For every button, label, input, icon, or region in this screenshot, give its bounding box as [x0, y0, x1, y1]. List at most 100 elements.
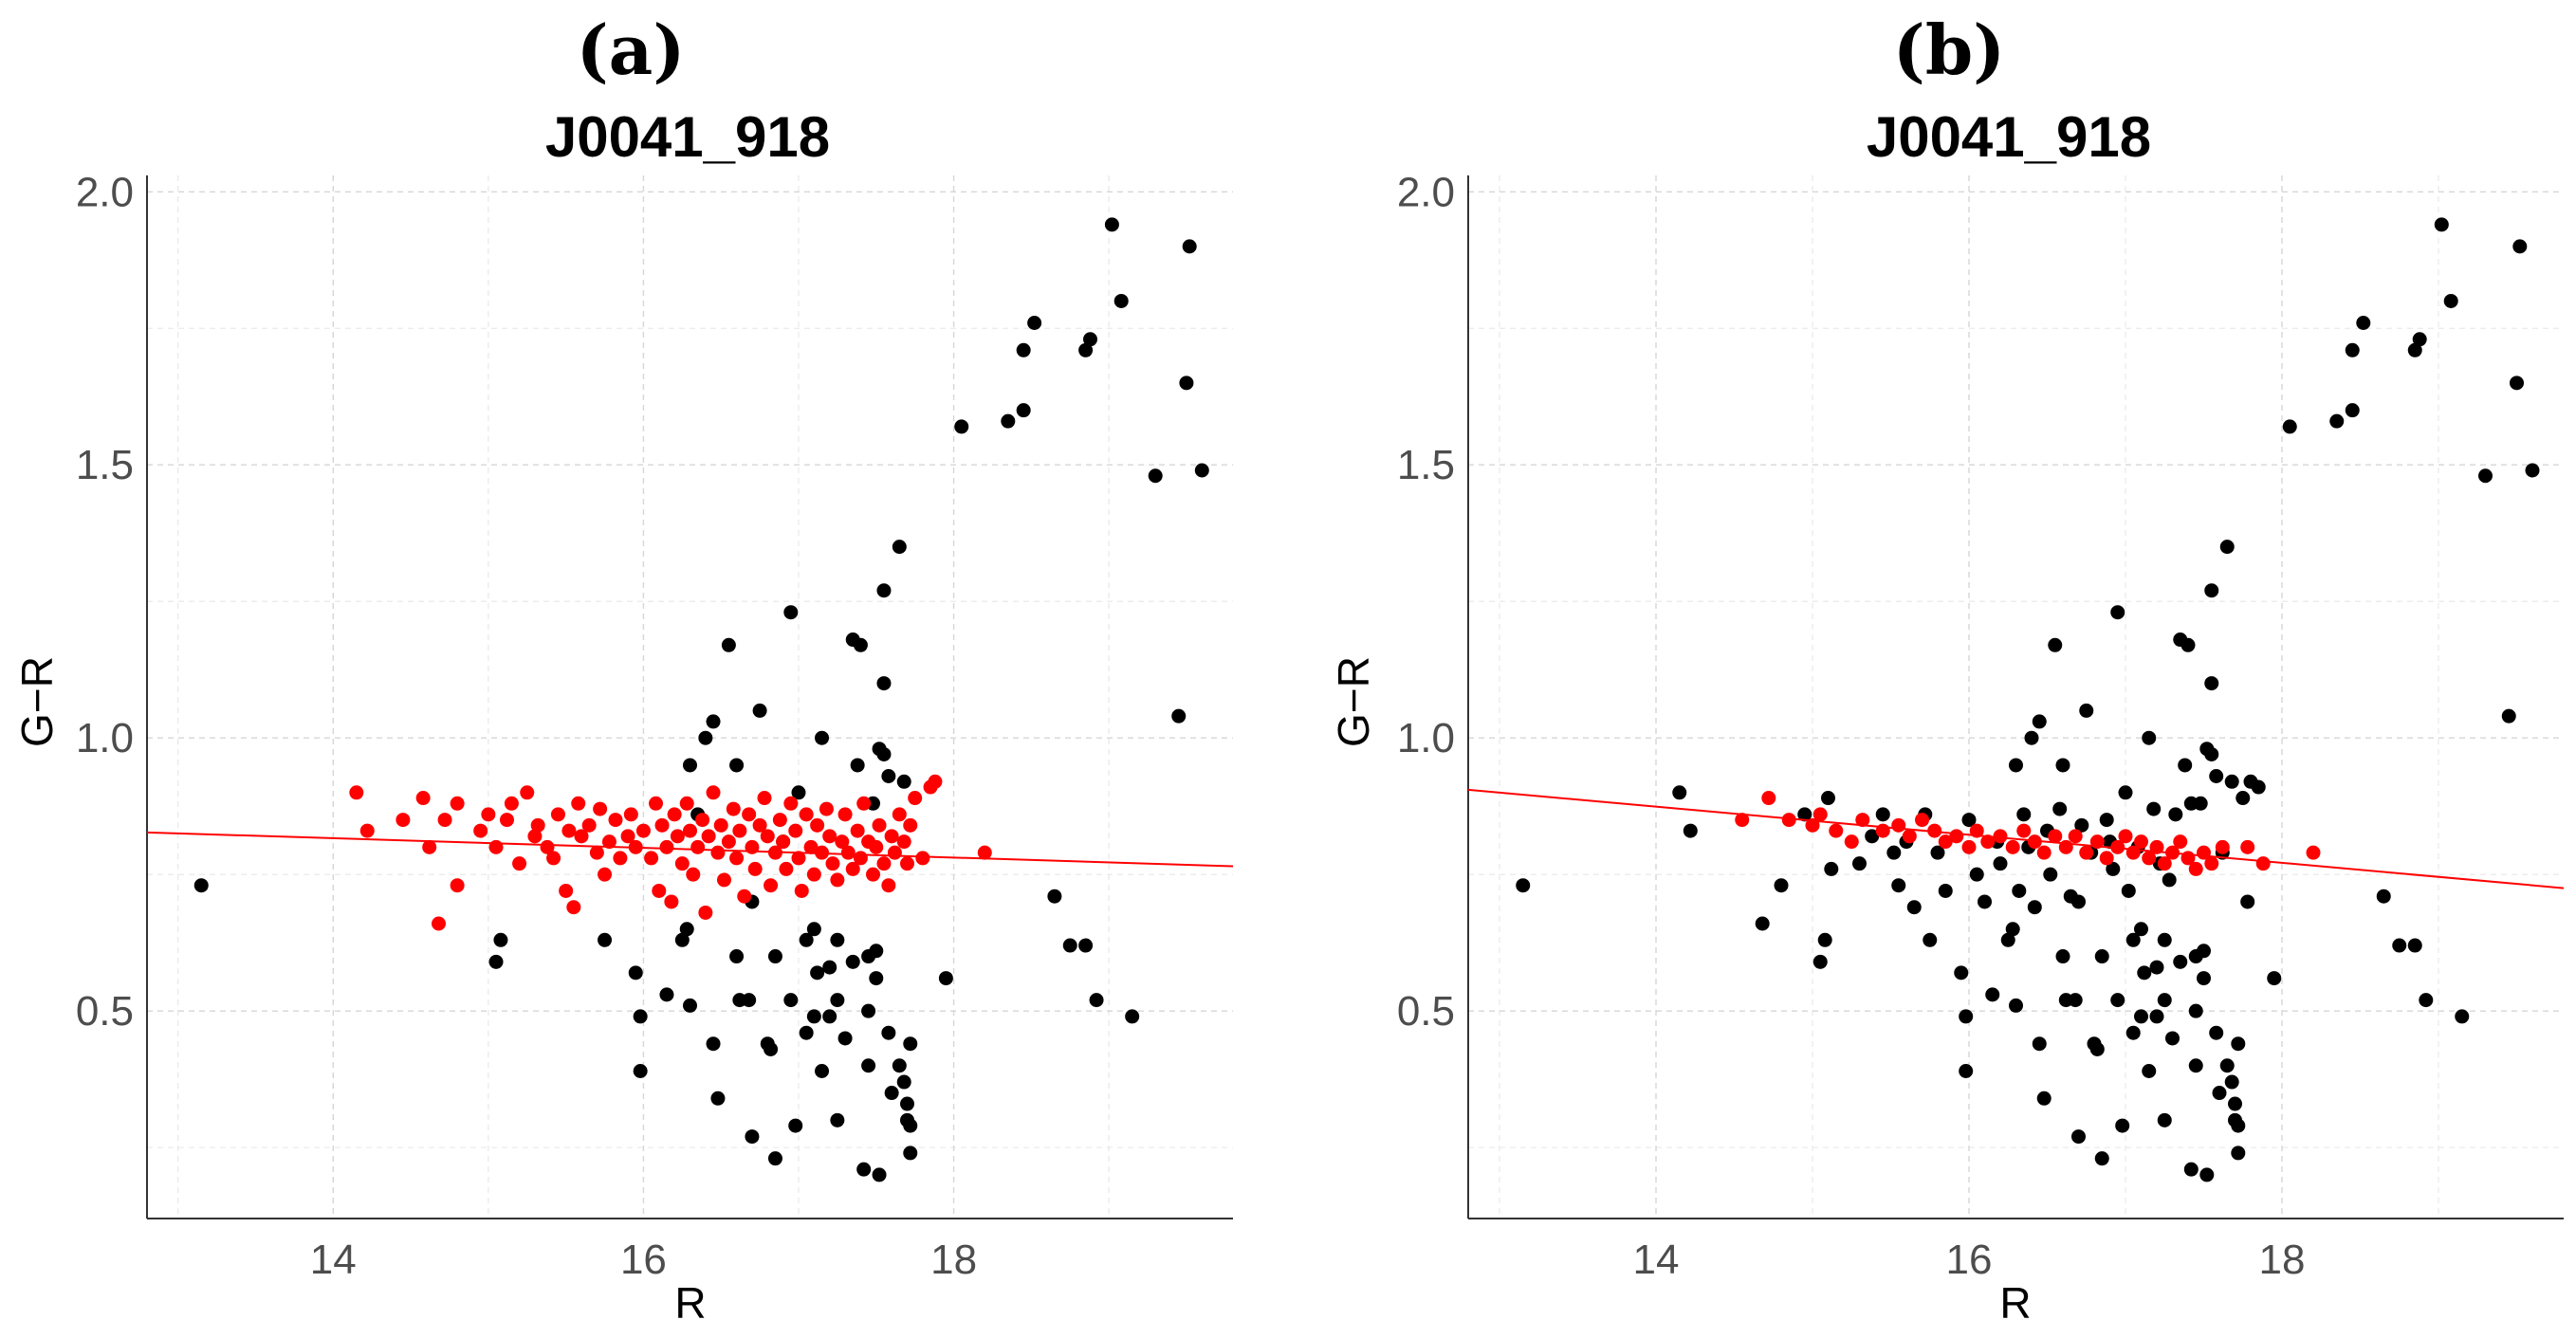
data-point	[767, 949, 782, 964]
data-point	[783, 993, 799, 1008]
data-point	[764, 878, 779, 893]
data-point	[869, 971, 884, 986]
data-point	[2215, 839, 2230, 854]
data-point	[499, 813, 514, 828]
data-point	[810, 817, 825, 833]
data-point	[876, 856, 892, 871]
data-point	[2157, 856, 2172, 871]
data-point	[659, 839, 674, 854]
data-point	[853, 637, 868, 652]
data-point	[601, 834, 616, 850]
data-point	[2142, 851, 2157, 866]
data-point	[530, 817, 545, 833]
x-tick-label: 18	[2259, 1237, 2306, 1283]
data-point	[698, 905, 713, 920]
data-point	[1886, 845, 1902, 860]
data-point	[698, 730, 713, 745]
y-axis-title: G−R	[1329, 656, 1378, 747]
data-point	[938, 971, 953, 986]
data-point	[2005, 922, 2020, 937]
data-point	[2009, 998, 2023, 1013]
data-point	[1993, 829, 2008, 844]
data-point	[928, 774, 943, 789]
data-point	[2199, 1167, 2215, 1182]
data-point	[881, 769, 896, 784]
data-point	[2345, 342, 2360, 357]
data-point	[876, 583, 892, 598]
data-point	[887, 845, 902, 860]
data-point	[2209, 769, 2224, 784]
tick-labels: 14 16 18 0.5 1.0 1.5 2.0	[76, 169, 977, 1283]
trend-line	[146, 831, 1234, 868]
data-point	[2157, 993, 2172, 1008]
data-point	[869, 839, 884, 854]
data-point	[2224, 774, 2239, 789]
data-point	[2024, 730, 2039, 745]
data-point	[2094, 949, 2109, 964]
data-point	[559, 883, 574, 898]
data-point	[2392, 938, 2407, 953]
data-points	[1516, 217, 2540, 1182]
data-point	[822, 1009, 837, 1024]
data-point	[635, 823, 651, 838]
data-point	[915, 851, 930, 866]
data-point	[1969, 867, 1984, 882]
data-point	[1938, 883, 1953, 898]
data-point	[2079, 703, 2094, 718]
data-point	[1089, 993, 1104, 1008]
data-point	[2137, 965, 2152, 981]
data-point	[1047, 889, 1062, 904]
y-tick-label: 1.5	[76, 442, 134, 488]
axes	[146, 175, 1233, 1219]
data-point	[884, 1086, 899, 1101]
data-point	[546, 851, 561, 866]
data-point	[2180, 637, 2196, 652]
data-point	[2193, 796, 2208, 811]
data-point	[2204, 676, 2219, 691]
data-point	[566, 900, 581, 915]
data-point	[2157, 932, 2172, 947]
data-point	[2000, 932, 2015, 947]
data-point	[799, 1025, 814, 1040]
data-point	[1672, 785, 1687, 800]
data-point	[2478, 468, 2493, 484]
data-point	[729, 758, 745, 773]
data-point	[561, 823, 577, 838]
data-point	[2178, 758, 2193, 773]
data-point	[861, 1058, 876, 1073]
data-point	[2224, 1074, 2239, 1090]
data-point	[830, 872, 845, 888]
data-point	[1001, 413, 1016, 429]
data-point	[598, 867, 613, 882]
y-tick-label: 2.0	[76, 169, 134, 215]
data-point	[1516, 878, 1531, 893]
data-point	[1902, 829, 1917, 844]
data-point	[1891, 878, 1906, 893]
data-point	[349, 785, 364, 800]
data-point	[2219, 1058, 2235, 1073]
data-point	[1027, 315, 1042, 330]
x-tick-label: 18	[930, 1237, 977, 1283]
data-point	[1915, 813, 1929, 828]
data-point	[806, 867, 821, 882]
data-point	[881, 1025, 896, 1040]
data-point	[866, 867, 881, 882]
data-point	[2134, 922, 2148, 937]
data-point	[1125, 1009, 1140, 1024]
data-point	[2036, 845, 2052, 860]
data-point	[2209, 1025, 2224, 1040]
data-point	[721, 637, 736, 652]
data-point	[1930, 845, 1945, 860]
data-point	[1171, 708, 1187, 724]
data-point	[504, 796, 519, 811]
data-point	[2188, 861, 2203, 876]
data-point	[1016, 342, 1031, 357]
chart-panel-a: (a) J0041_918 14 16 18 0.5 1.0 1.5 2.0 R G−R	[12, 9, 1234, 1328]
data-point	[2434, 217, 2449, 232]
data-point	[2240, 894, 2255, 909]
data-point	[1755, 916, 1770, 931]
data-point	[1062, 938, 1077, 953]
data-point	[1194, 463, 1209, 478]
data-point	[359, 823, 375, 838]
data-point	[450, 878, 465, 893]
